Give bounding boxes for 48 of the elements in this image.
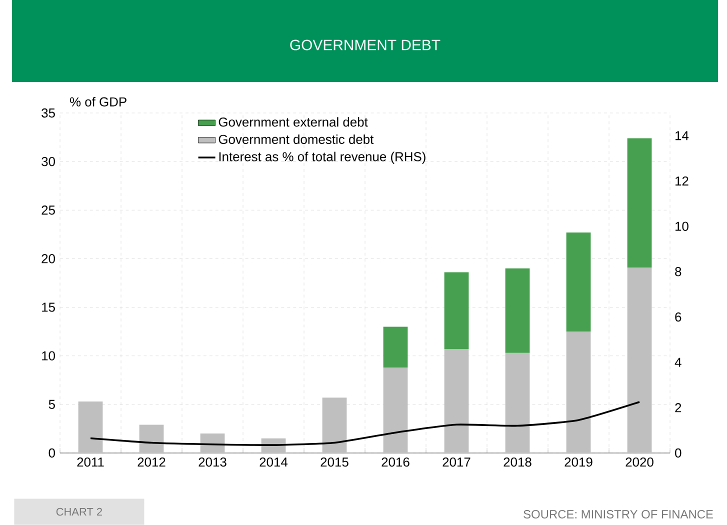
y-tick-label: 10 [42,351,55,360]
y-tick-label: 15 [42,302,55,312]
bar [383,368,408,453]
bar [505,352,530,453]
bar [627,267,652,453]
bar [383,326,408,368]
bar [322,398,347,453]
y2-tick-label: 2 [675,403,682,412]
bar [200,434,225,453]
x-tick-label: 2014 [260,457,288,467]
bar [78,402,103,453]
x-tick-label: 2019 [564,457,592,467]
legend-label: Interest as % of total revenue (RHS) [219,152,426,164]
y2-tick-label: 12 [676,176,688,186]
y2-tick-label: 0 [675,448,682,458]
x-tick-label: 2012 [138,457,166,467]
legend-label: Government domestic debt [218,134,374,144]
x-tick-label: 2016 [382,457,410,467]
y2-tick-label: 4 [674,358,682,367]
source-note: SOURCE: MINISTRY OF FINANCE [524,510,713,518]
bar [139,424,164,453]
y-tick-label: 25 [42,206,55,215]
bar [566,232,591,332]
y2-tick-label: 14 [676,131,689,140]
bar [444,349,469,453]
x-tick-label: 2011 [77,457,104,467]
x-tick-label: 2018 [504,457,532,467]
y-tick-label: 30 [42,156,55,166]
y2-tick-label: 8 [675,267,682,276]
bar [566,332,591,453]
x-tick-label: 2017 [442,457,470,467]
y-tick-label: 0 [48,448,55,458]
bar [444,272,469,350]
line-series [90,401,640,446]
y-tick-label: 5 [48,400,55,409]
y2-tick-label: 6 [675,312,682,322]
chart-title: GOVERNMENT DEBT [290,40,440,50]
x-tick-label: 2015 [320,457,348,467]
x-tick-label: 2020 [626,457,654,467]
y-axis-title: % of GDP [70,96,126,106]
x-tick-label: 2013 [198,457,226,467]
legend-label: Government external debt [218,117,368,127]
y2-tick-label: 10 [676,222,688,231]
bar [627,138,652,268]
bar [505,268,530,353]
y-tick-label: 35 [42,108,55,118]
caption: CHART 2 [56,508,102,516]
y-tick-label: 20 [42,254,55,264]
